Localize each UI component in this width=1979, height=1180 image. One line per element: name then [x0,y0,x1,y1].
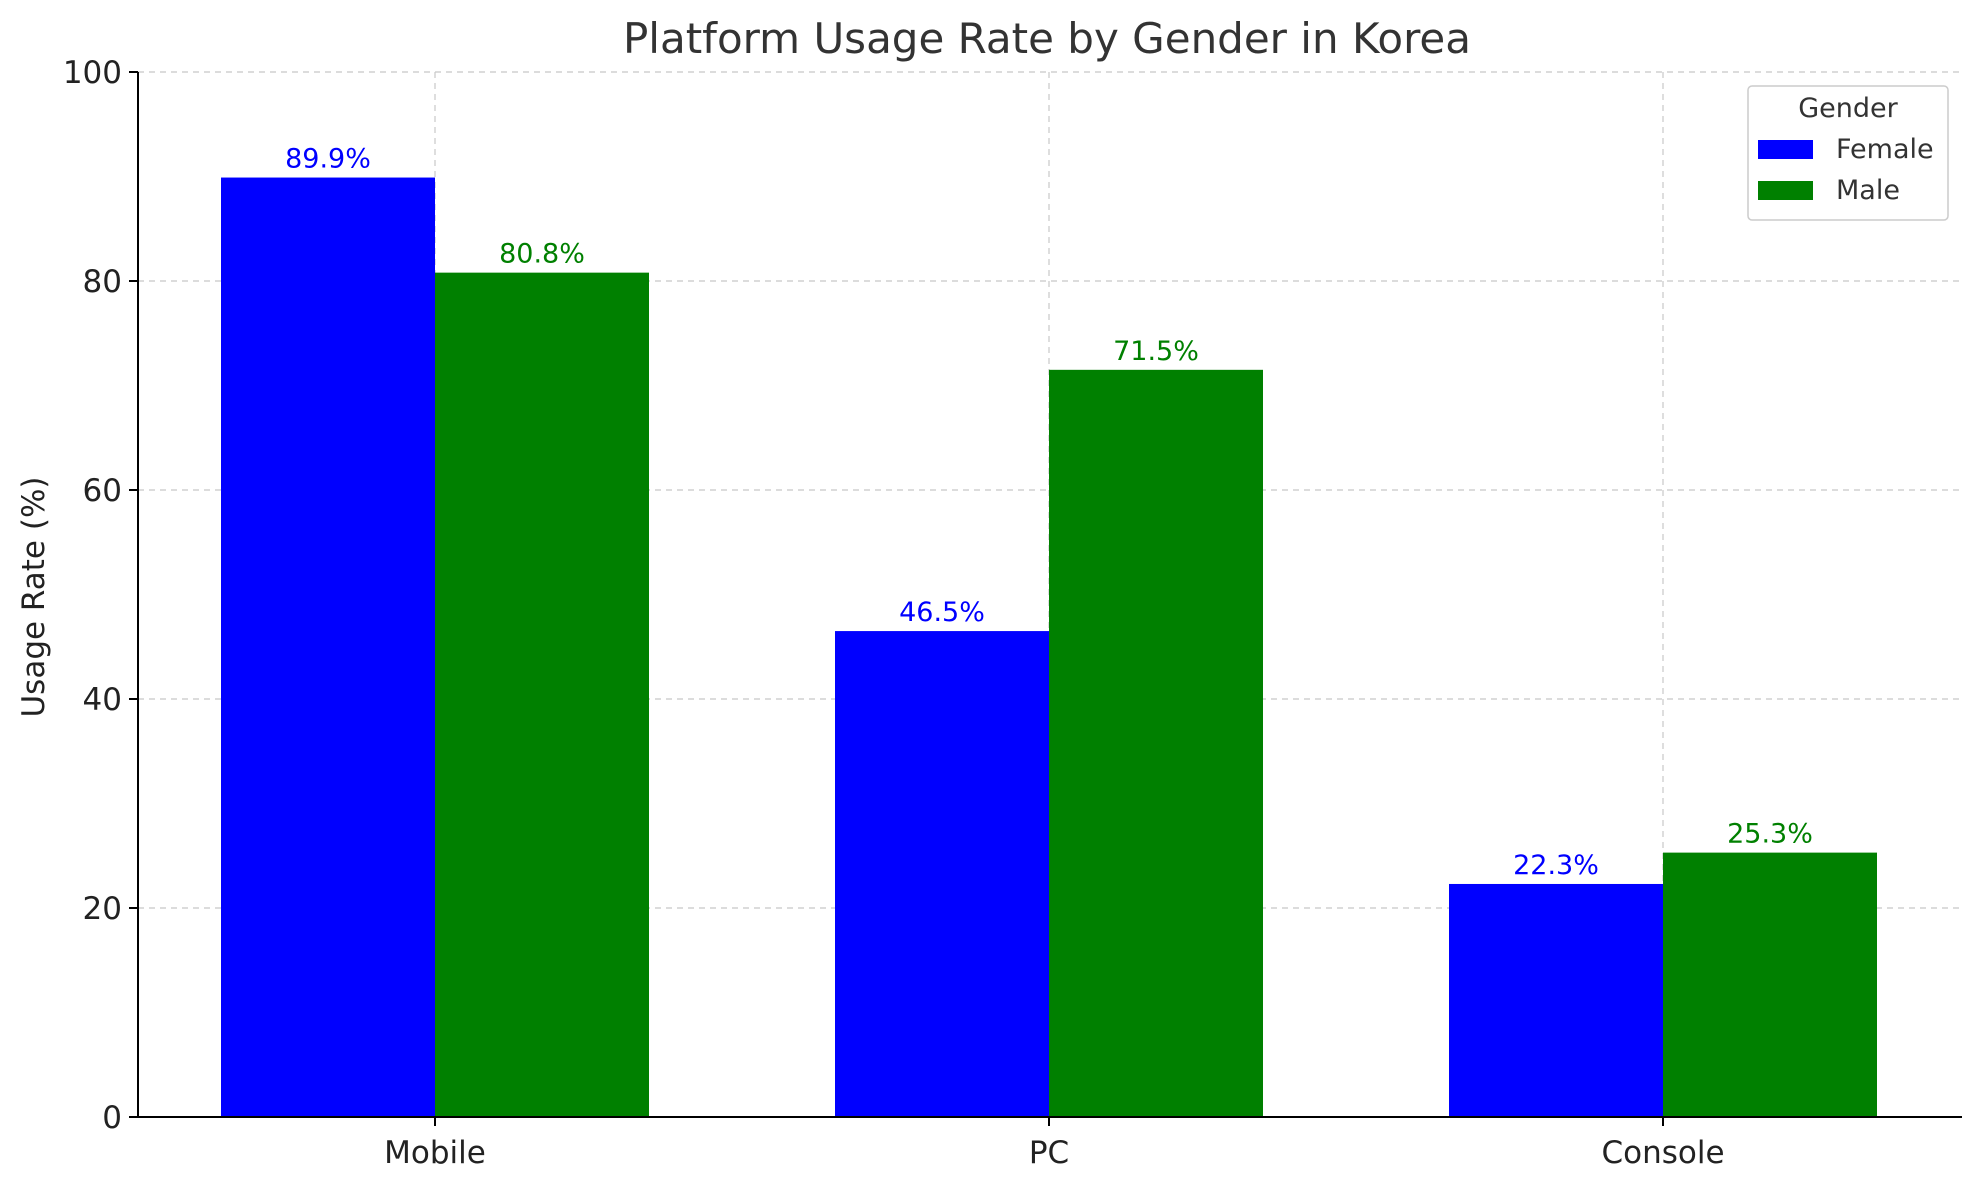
bar-labels-layer: 89.9% 46.5% 22.3% 80.8% 71.5% 25.3% [285,144,1813,881]
x-tick-label: PC [1029,1135,1069,1171]
y-tick-label: 40 [83,682,122,718]
legend-title: Gender [1798,93,1898,124]
y-tick-label: 100 [63,55,122,91]
bar-male-mobile [435,272,649,1117]
bar-value-label: 22.3% [1513,850,1599,881]
y-tick-label: 80 [83,264,122,300]
bar-male-console [1663,852,1877,1117]
axes-layer: 0 20 40 60 80 100 Mobile PC Console [63,55,1962,1171]
bars-layer [221,177,1877,1118]
y-tick-label: 20 [83,891,122,927]
bar-male-pc [1049,369,1263,1117]
chart-title: Platform Usage Rate by Gender in Korea [623,14,1471,63]
bar-value-label: 25.3% [1727,819,1813,850]
bar-value-label: 46.5% [899,597,985,628]
y-axis-label: Usage Rate (%) [16,476,52,717]
bar-female-pc [835,631,1049,1117]
y-tick-label: 60 [83,473,122,509]
x-tick-label: Mobile [384,1135,486,1171]
bar-female-mobile [221,177,435,1118]
x-tick-label: Console [1601,1135,1724,1171]
bar-female-console [1449,883,1663,1117]
legend-label-male: Male [1836,175,1900,206]
bar-value-label: 71.5% [1113,336,1199,367]
y-tick-label: 0 [102,1100,122,1136]
legend: Gender Female Male [1747,85,1949,221]
legend-label-female: Female [1836,134,1934,165]
legend-swatch-female [1758,140,1813,159]
legend-swatch-male [1758,181,1813,200]
bar-value-label: 80.8% [499,239,585,270]
bar-value-label: 89.9% [285,144,371,175]
